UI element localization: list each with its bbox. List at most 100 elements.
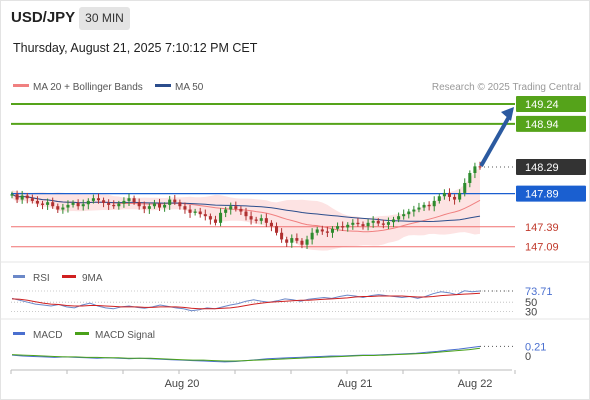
candle-body (244, 211, 248, 217)
candle-body (112, 204, 116, 207)
candle-body (285, 239, 289, 243)
candle-body (407, 211, 411, 215)
candle-body (310, 232, 314, 240)
candle-body (56, 206, 60, 210)
rsi-ma-legend-label: 9MA (82, 273, 103, 284)
price-tag-147.89 (516, 185, 586, 202)
candle-body (137, 202, 141, 207)
candle-body (122, 200, 126, 204)
candle-body (346, 224, 350, 228)
candle-body (163, 204, 167, 208)
rsi-label-30: 30 (525, 307, 537, 319)
candle-body (376, 220, 380, 224)
candle-body (254, 219, 258, 221)
rsi-ma-legend-swatch (62, 275, 76, 278)
candle-body (325, 231, 329, 233)
candle-body (269, 222, 273, 227)
candle-body (66, 204, 70, 208)
chart-datetime: Thursday, August 21, 2025 7:10:12 PM CET (13, 41, 258, 55)
candle-body (35, 200, 39, 204)
price-label-147.09: 147.09 (525, 242, 559, 254)
candle-body (157, 203, 162, 208)
ma50-legend-label: MA 50 (175, 82, 204, 93)
ma20-legend-label: MA 20 + Bollinger Bands (33, 82, 143, 93)
candle-body (178, 202, 182, 207)
candle-body (147, 206, 151, 209)
price-label-147.39: 147.39 (525, 222, 559, 234)
candle-body (10, 194, 14, 196)
candle-body (412, 209, 416, 212)
macd-label-0: 0 (525, 351, 531, 363)
macd-signal-legend-swatch (75, 332, 89, 335)
rsi-line (11, 290, 481, 312)
price-label-147.89: 147.89 (525, 189, 559, 201)
candle-body (76, 202, 80, 207)
candle-body (224, 209, 228, 213)
x-tick-label: Aug 20 (165, 378, 200, 390)
candle-body (300, 240, 304, 245)
candle-body (341, 226, 345, 228)
candle-body (351, 222, 355, 225)
candle-body (71, 202, 75, 205)
candle-body (366, 222, 370, 227)
candle-body (173, 199, 177, 203)
candle-body (213, 219, 218, 223)
candle-body (117, 203, 121, 207)
timeframe-badge[interactable]: 30 MIN (79, 7, 130, 30)
rsi-ma-line (11, 292, 481, 310)
candle-body (234, 206, 238, 209)
candle-body (264, 218, 268, 223)
copyright-label: Research © 2025 Trading Central (432, 82, 581, 93)
candle-body (229, 206, 233, 210)
candle-body (46, 202, 50, 205)
price-label-149.24: 149.24 (525, 99, 559, 111)
candle-body (386, 222, 390, 225)
candle-body (193, 211, 197, 213)
candle-body (15, 194, 19, 200)
candle-body (356, 222, 360, 225)
candle-body (371, 220, 375, 223)
candle-body (402, 214, 406, 217)
candle-body (127, 198, 131, 201)
symbol-title: USD/JPY (11, 9, 76, 26)
ma20-legend-swatch (13, 84, 29, 87)
macd-signal-line (11, 347, 481, 362)
candle-body (208, 216, 212, 220)
price-label-148.29: 148.29 (525, 162, 559, 174)
rsi-label-50: 50 (525, 297, 537, 309)
candle-body (330, 228, 335, 233)
candle-body (274, 226, 279, 233)
candle-body (219, 212, 223, 223)
candle-body (96, 198, 101, 201)
candle-body (249, 216, 253, 220)
candle-body (102, 200, 106, 203)
price-tag-149.24 (516, 95, 586, 112)
candle-body (453, 196, 457, 200)
candle-body (203, 214, 207, 217)
candle-body (188, 209, 192, 213)
candle-body (381, 223, 385, 225)
candle-body (305, 239, 309, 245)
candle-body (239, 208, 243, 212)
candle-body (391, 219, 396, 223)
candle-body (432, 200, 436, 207)
candle-body (427, 204, 431, 207)
candle-body (290, 238, 294, 243)
macd-legend-label: MACD (33, 330, 62, 341)
price-tag-148.29 (516, 159, 586, 176)
candle-body (320, 229, 324, 232)
candle-body (81, 204, 85, 207)
candle-body (40, 203, 45, 205)
candle-body (422, 204, 426, 208)
forecast-arrow-head (501, 106, 514, 121)
rsi-legend-label: RSI (33, 273, 50, 284)
candle-body (417, 207, 421, 210)
candle-body (25, 195, 29, 199)
candle-body (336, 226, 340, 229)
candle-body (142, 206, 146, 209)
rsi-legend-swatch (13, 275, 25, 278)
macd-signal-legend-label: MACD Signal (95, 330, 155, 341)
candle-body (315, 229, 319, 233)
candle-body (463, 182, 467, 193)
candle-body (30, 198, 34, 201)
